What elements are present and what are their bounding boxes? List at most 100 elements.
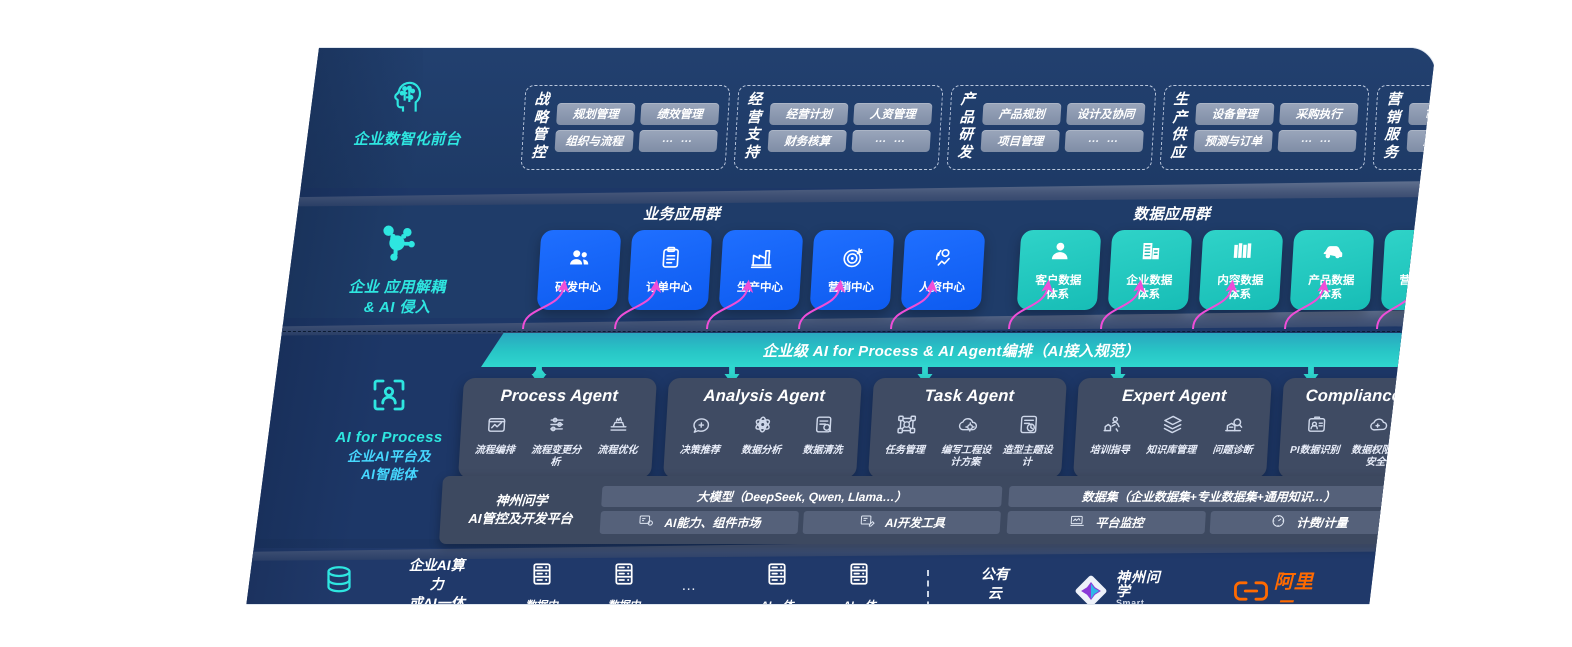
doc-clock-icon [1017, 413, 1042, 441]
data-apps-title: 数据应用群 [1133, 206, 1211, 223]
domain-chip[interactable]: 经营计划 [769, 102, 849, 125]
domain-chip[interactable]: … … [1064, 129, 1144, 152]
app-card[interactable]: 订单中心 [627, 230, 713, 310]
agent-skill[interactable]: 数据分析 [733, 413, 792, 457]
app-card[interactable]: 产品数据 体系 [1289, 230, 1375, 310]
agent-skill[interactable]: 数据权限 & 安全 [1347, 413, 1406, 469]
agent-skill[interactable]: 流程变更分析 [527, 413, 586, 469]
rail-label-en: AI for Process [335, 429, 443, 446]
ai-capability-market-cell[interactable]: AI能力、组件市场 [599, 511, 799, 534]
app-card[interactable]: 营销中心 [809, 230, 895, 310]
app-card[interactable]: 生产中心 [718, 230, 804, 310]
domain-chip[interactable]: 预测与订单 [1193, 129, 1273, 152]
person-scan-icon [301, 374, 477, 421]
server-rack-icon [763, 560, 791, 593]
agent-skill[interactable]: PI数据识别 [1286, 413, 1345, 457]
agent-skill-label: 数据分析 [740, 445, 782, 456]
agent-card[interactable]: Task Agent 任务管理 编写工程设计方案 造型主题设计 [868, 378, 1067, 478]
app-card[interactable]: 客户数据 体系 [1016, 230, 1102, 310]
agent-card[interactable]: Expert Agent 培训指导 知识库管理 问题诊断 [1073, 378, 1272, 478]
app-card[interactable]: 内容数据 体系 [1198, 230, 1284, 310]
domain-chip[interactable]: … … [1277, 129, 1357, 152]
agent-skill[interactable]: 培训指导 [1081, 413, 1140, 457]
agent-skill[interactable]: 知识库管理 [1143, 413, 1202, 457]
agent-skill[interactable]: 数据清洗 [794, 413, 853, 457]
agent-skill-list: 培训指导 知识库管理 问题诊断 [1080, 413, 1264, 457]
domain-chip[interactable]: 设计及协同 [1066, 102, 1146, 125]
aliyun-logo[interactable]: 阿里云 [1233, 567, 1327, 604]
architecture-frame: 企业数智化前台 企业 应用解耦 & AI 侵入 [246, 47, 1436, 605]
ai-dev-tool-cell[interactable]: AI开发工具 [802, 511, 1001, 534]
domain-group-list: 战略 管控 规划管理 绩效管理 组织与流程… … 经营 支持 经营计划 人资管理 财务核算… … [520, 85, 1435, 170]
aliyun-mark-icon [1233, 579, 1269, 604]
billing-metering-cell[interactable]: 计费/计量 [1209, 511, 1408, 534]
agent-skill-label: 培训指导 [1089, 445, 1131, 456]
agent-skill[interactable]: 问题诊断 [1204, 413, 1263, 457]
domain-chip[interactable]: 市场营销 [1408, 102, 1435, 125]
speech-idea-icon [689, 413, 714, 441]
agent-card[interactable]: Compliance Agent PI数据识别 数据权限 & 安全 合规预警 [1278, 378, 1436, 478]
agent-skill-label: 数据权限 & 安全 [1350, 445, 1402, 468]
domain-chip[interactable]: 采购执行 [1279, 102, 1359, 125]
agent-skill[interactable]: 决策推荐 [671, 413, 730, 457]
agent-skill[interactable]: 编写工程设计方案 [937, 413, 996, 469]
domain-chip[interactable]: 整车物流 [1406, 129, 1435, 152]
agent-skill-label: 造型主题设计 [1002, 445, 1053, 468]
atom-analysis-icon [750, 413, 775, 441]
agent-skill-list: 流程编排 流程变更分析 流程优化 [465, 413, 649, 469]
agent-title: Process Agent [500, 387, 619, 405]
person-chart-icon [930, 245, 958, 276]
platform-monitor-cell[interactable]: 平台监控 [1006, 511, 1206, 534]
app-card[interactable]: 企业数据 体系 [1107, 230, 1193, 310]
domain-chip[interactable]: 人资管理 [853, 102, 933, 125]
agent-skill-label: PI数据识别 [1289, 445, 1340, 456]
agent-card-list: Process Agent 流程编排 流程变更分析 流程优化 Analysis Agen… [458, 378, 1436, 478]
rail-label-zh: 企业AI平台及 AI智能体 [347, 448, 431, 483]
agent-skill[interactable]: 流程编排 [466, 413, 525, 457]
app-card[interactable]: 研发中心 [536, 230, 622, 310]
shield-cloud-icon [1365, 413, 1390, 441]
agent-skill[interactable]: 合规预警 [1409, 413, 1435, 457]
domain-chip[interactable]: 组织与流程 [554, 129, 634, 152]
domain-chip-list: 市场营销客户关系整车物流… … [1406, 102, 1435, 152]
huawei-logo[interactable]: HUAWEI [1389, 569, 1435, 604]
domain-chip[interactable]: 设备管理 [1195, 102, 1275, 125]
agent-skill[interactable]: 造型主题设计 [998, 413, 1057, 469]
agent-title: Task Agent [924, 387, 1015, 405]
domain-chip[interactable]: … … [638, 129, 718, 152]
gauge-icon [1269, 513, 1288, 532]
agent-skill[interactable]: 任务管理 [876, 413, 935, 457]
clipboard-icon [657, 245, 685, 276]
sliders-icon [545, 413, 570, 441]
domain-chip[interactable]: 项目管理 [980, 129, 1060, 152]
app-card[interactable]: 营销数据 体系 [1380, 230, 1436, 310]
domain-chip[interactable]: 财务核算 [767, 129, 847, 152]
app-card-label: 营销数据 体系 [1398, 274, 1436, 301]
domain-chip-list: 规划管理 绩效管理 组织与流程… … [554, 102, 720, 152]
cell-label: 计费/计量 [1295, 516, 1349, 530]
infra-item: 公有云 算力 [975, 565, 1015, 604]
app-card[interactable]: 人资中心 [900, 230, 986, 310]
domain-chip[interactable]: 产品规划 [982, 102, 1062, 125]
domain-chip[interactable]: … … [851, 129, 931, 152]
agent-card[interactable]: Process Agent 流程编排 流程变更分析 流程优化 [458, 378, 657, 478]
cell-label: 平台监控 [1095, 516, 1144, 530]
dataset-bar[interactable]: 数据集（企业数据集+专业数据集+通用知识…） [1008, 486, 1410, 507]
infra-item: AI一体机 [756, 560, 798, 604]
domain-chip[interactable]: 绩效管理 [640, 102, 720, 125]
domain-chip-list: 设备管理 采购执行 预测与订单… … [1193, 102, 1359, 152]
agent-skill[interactable]: 流程优化 [589, 413, 648, 457]
agent-title: Compliance Agent [1305, 387, 1436, 405]
server-rack-icon [528, 560, 556, 593]
rail-ai-compute: AI基础算力 [251, 562, 427, 604]
agent-card[interactable]: Analysis Agent 决策推荐 数据分析 数据清洗 [663, 378, 862, 478]
domain-group-name: 营销 服务 [1382, 92, 1403, 162]
large-model-bar[interactable]: 大模型（DeepSeek, Qwen, Llama…） [601, 486, 1003, 507]
infra-item-label: 数据中心 [520, 599, 562, 604]
building-icon [1137, 238, 1165, 269]
domain-chip[interactable]: 规划管理 [556, 102, 636, 125]
domain-group-name: 战略 管控 [530, 92, 551, 162]
brain-head-icon [319, 78, 495, 123]
